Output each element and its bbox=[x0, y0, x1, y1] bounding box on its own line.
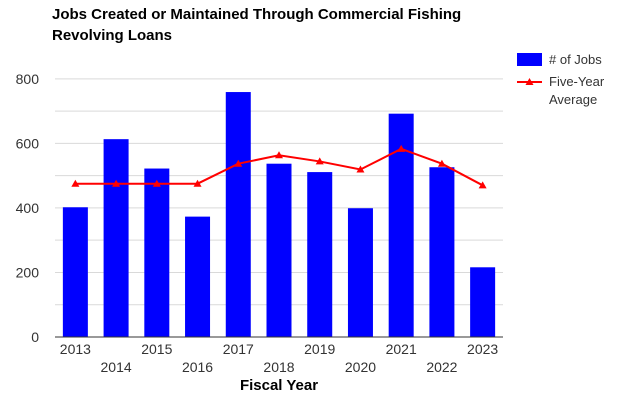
x-tick-label: 2019 bbox=[304, 341, 335, 357]
x-tick-label: 2015 bbox=[141, 341, 172, 357]
y-tick-label: 400 bbox=[16, 200, 40, 216]
average-point bbox=[356, 165, 365, 173]
bar bbox=[347, 208, 373, 337]
chart-title: Jobs Created or Maintained Through Comme… bbox=[52, 4, 522, 46]
average-point bbox=[478, 181, 487, 189]
legend-line-label-1: Five-Year bbox=[549, 74, 605, 89]
average-point bbox=[315, 157, 324, 165]
x-tick-label: 2016 bbox=[182, 359, 213, 375]
x-tick-label: 2018 bbox=[263, 359, 294, 375]
bar bbox=[429, 167, 455, 337]
y-axis-ticks: 0 200 400 600 800 bbox=[16, 71, 40, 345]
legend-bar-label: # of Jobs bbox=[549, 52, 602, 67]
x-tick-label: 2021 bbox=[386, 341, 417, 357]
bar-series bbox=[62, 92, 496, 337]
x-tick-label: 2014 bbox=[101, 359, 132, 375]
average-point bbox=[437, 159, 446, 167]
bar bbox=[185, 216, 211, 337]
average-point bbox=[397, 144, 406, 152]
average-point bbox=[234, 159, 243, 167]
y-tick-label: 600 bbox=[16, 135, 40, 151]
y-tick-label: 200 bbox=[16, 264, 40, 280]
average-point bbox=[193, 179, 202, 187]
legend-bar-swatch bbox=[517, 53, 542, 66]
bar bbox=[266, 163, 292, 337]
bar bbox=[307, 172, 333, 337]
bar bbox=[62, 207, 88, 337]
legend-line-label-2: Average bbox=[549, 92, 597, 107]
average-point bbox=[275, 151, 283, 159]
bar bbox=[103, 139, 129, 337]
y-tick-label: 800 bbox=[16, 71, 40, 87]
chart-title-line-1: Jobs Created or Maintained Through Comme… bbox=[52, 6, 462, 23]
bar bbox=[470, 267, 496, 337]
bar bbox=[144, 168, 170, 337]
x-tick-label: 2017 bbox=[223, 341, 254, 357]
x-tick-label: 2020 bbox=[345, 359, 376, 375]
x-axis-ticks: 2013 2014 2015 2016 2017 2018 2019 2020 2021 2022… bbox=[60, 341, 499, 375]
average-point bbox=[71, 179, 80, 187]
x-tick-label: 2022 bbox=[426, 359, 457, 375]
y-tick-label: 0 bbox=[31, 329, 39, 345]
average-point bbox=[152, 179, 161, 187]
x-tick-label: 2013 bbox=[60, 341, 91, 357]
x-axis-title: Fiscal Year bbox=[240, 377, 318, 394]
bar bbox=[225, 92, 251, 337]
x-tick-label: 2023 bbox=[467, 341, 498, 357]
gridlines bbox=[55, 78, 503, 306]
legend: # of Jobs Five-Year Average bbox=[517, 52, 605, 107]
average-point bbox=[112, 179, 121, 187]
chart-title-line-2: Revolving Loans bbox=[52, 27, 173, 44]
line-series bbox=[71, 144, 487, 189]
legend-line-marker bbox=[525, 78, 534, 85]
